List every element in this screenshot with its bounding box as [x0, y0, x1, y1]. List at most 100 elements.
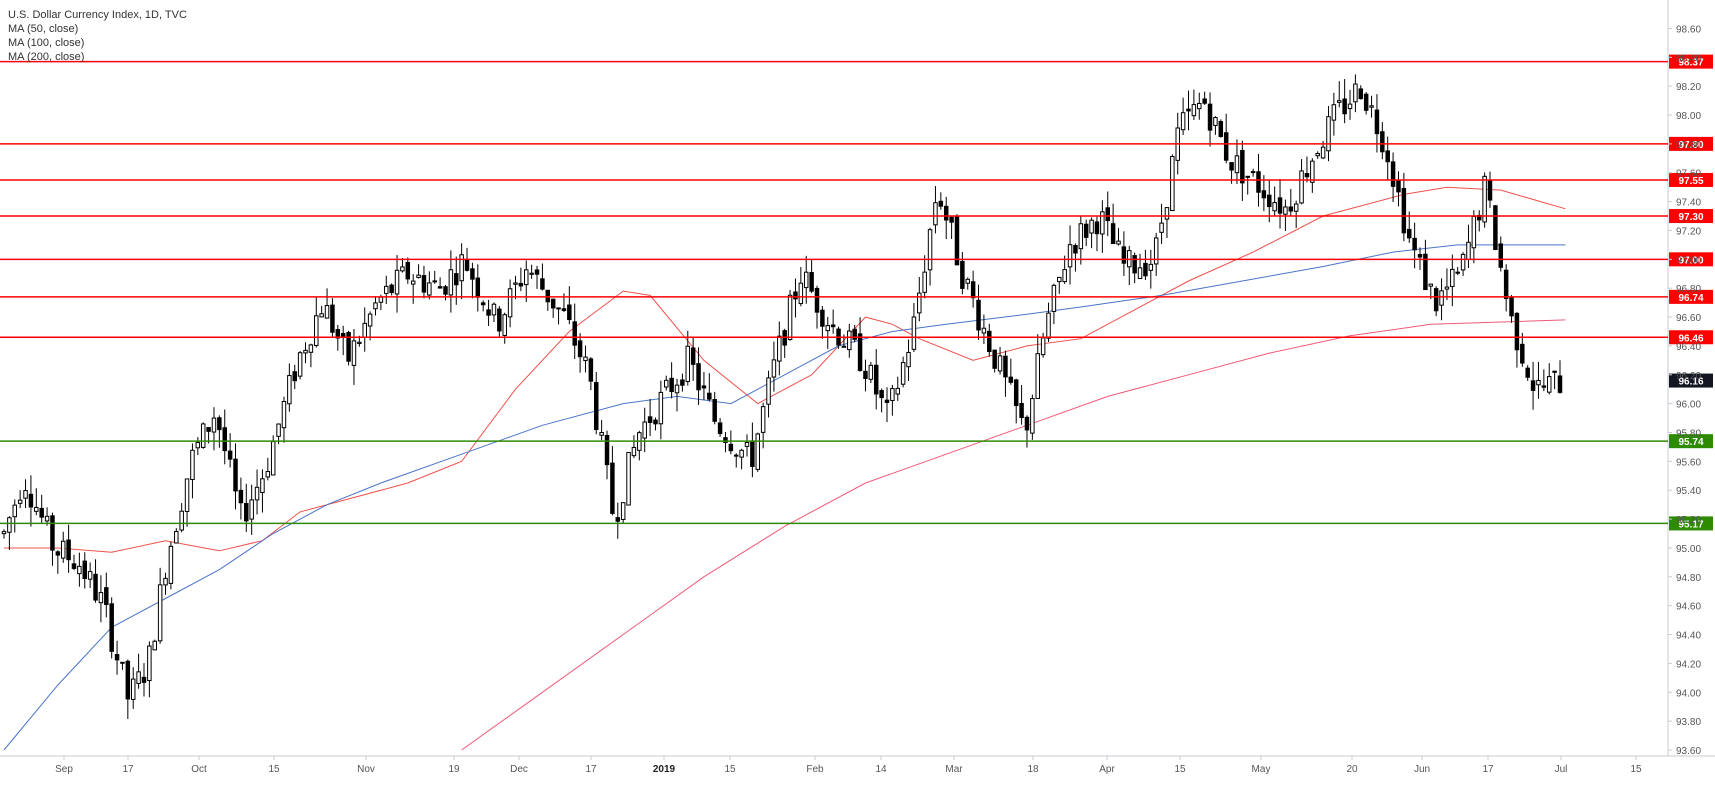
x-tick-label: 17: [1482, 764, 1494, 775]
candle: [669, 362, 674, 399]
resistance-level-label-bg: [1669, 252, 1713, 267]
candle-body: [276, 423, 281, 437]
y-tick-label: 95.60: [1676, 457, 1701, 468]
candle-body: [1546, 376, 1552, 393]
candle: [868, 361, 874, 384]
resistance-level-label: 97.00: [1678, 255, 1703, 266]
candle: [884, 387, 890, 423]
candle-body: [28, 493, 34, 508]
candle: [486, 299, 491, 326]
candle-body: [238, 489, 244, 504]
candle-body: [7, 517, 12, 533]
candle-body: [690, 347, 696, 365]
x-tick-label: Nov: [357, 764, 375, 775]
candle: [163, 572, 168, 595]
candle-body: [179, 510, 184, 531]
candle-body: [174, 530, 179, 544]
candle: [830, 309, 836, 334]
candle: [841, 334, 847, 348]
x-tick-label: Apr: [1099, 764, 1115, 775]
candle-body: [1471, 216, 1477, 249]
candle-body: [1019, 402, 1024, 419]
candle: [1299, 159, 1304, 205]
candle: [744, 434, 750, 457]
candle: [1293, 200, 1299, 228]
candle: [211, 407, 217, 451]
candle: [1223, 113, 1229, 164]
candle: [1213, 116, 1218, 135]
candle: [427, 271, 432, 300]
last-price-label: 96.16: [1678, 377, 1703, 388]
ma200-line: [461, 319, 1566, 751]
candle: [620, 502, 626, 524]
candle-body: [195, 442, 201, 449]
candle: [755, 432, 761, 472]
candle: [1390, 152, 1396, 202]
candle-body: [362, 322, 367, 338]
candle-body: [1094, 221, 1100, 235]
candle-body: [1223, 132, 1229, 161]
candle-body: [884, 399, 890, 404]
x-tick-label: Dec: [510, 764, 528, 775]
candle: [1423, 239, 1428, 291]
candle: [195, 437, 201, 456]
candle-body: [550, 298, 556, 309]
candle-body: [324, 305, 330, 319]
x-tick-label: Sep: [55, 764, 73, 775]
candle-body: [1482, 175, 1487, 223]
candle-body: [1299, 170, 1304, 204]
candle-body: [739, 449, 744, 458]
x-tick-label: 17: [585, 764, 597, 775]
y-tick-label: 96.00: [1676, 400, 1701, 411]
candle-body: [475, 277, 481, 298]
candle: [39, 494, 44, 523]
candle-body: [416, 274, 421, 278]
candle-body: [373, 302, 378, 310]
candle-body: [1105, 207, 1110, 222]
support-level-label: 95.74: [1678, 437, 1703, 448]
resistance-level-label: 97.30: [1678, 212, 1703, 223]
candle: [1304, 156, 1310, 183]
candle-body: [405, 261, 411, 280]
candle-body: [17, 499, 23, 504]
candle-body: [1509, 296, 1514, 317]
candle-body: [787, 294, 793, 341]
candle-body: [1433, 288, 1439, 312]
support-level-label-bg: [1669, 516, 1713, 531]
candle: [1530, 361, 1536, 410]
candle-body: [1256, 171, 1261, 193]
candle-body: [1051, 284, 1057, 312]
indicator-ma50-label: MA (50, close): [8, 23, 79, 35]
resistance-level-label: 98.37: [1678, 58, 1703, 69]
candle: [1003, 350, 1008, 397]
candle: [970, 270, 976, 308]
candle-body: [567, 304, 572, 321]
candle-body: [1390, 161, 1396, 187]
candle: [130, 667, 136, 709]
candle: [550, 298, 556, 318]
candle-body: [1110, 223, 1116, 245]
candle-body: [1288, 206, 1294, 212]
candle: [157, 567, 163, 644]
candle-body: [960, 260, 965, 289]
candle: [1191, 89, 1197, 121]
candle: [917, 276, 922, 322]
y-tick-label: 96.60: [1676, 313, 1701, 324]
candle-body: [330, 304, 335, 333]
candle: [384, 275, 389, 305]
candle-body: [351, 340, 357, 366]
candle-body: [524, 269, 529, 286]
candle-body: [44, 515, 50, 522]
candle: [1, 529, 7, 539]
candle-body: [1245, 175, 1250, 178]
candle-body: [1444, 286, 1450, 290]
candle-body: [190, 449, 195, 480]
candle: [141, 663, 147, 697]
candle-body: [367, 313, 373, 327]
candle: [803, 255, 809, 304]
candle: [572, 303, 577, 360]
candle: [12, 499, 18, 533]
candle: [1073, 243, 1078, 272]
candle: [1277, 178, 1283, 229]
candle-body: [976, 299, 981, 331]
